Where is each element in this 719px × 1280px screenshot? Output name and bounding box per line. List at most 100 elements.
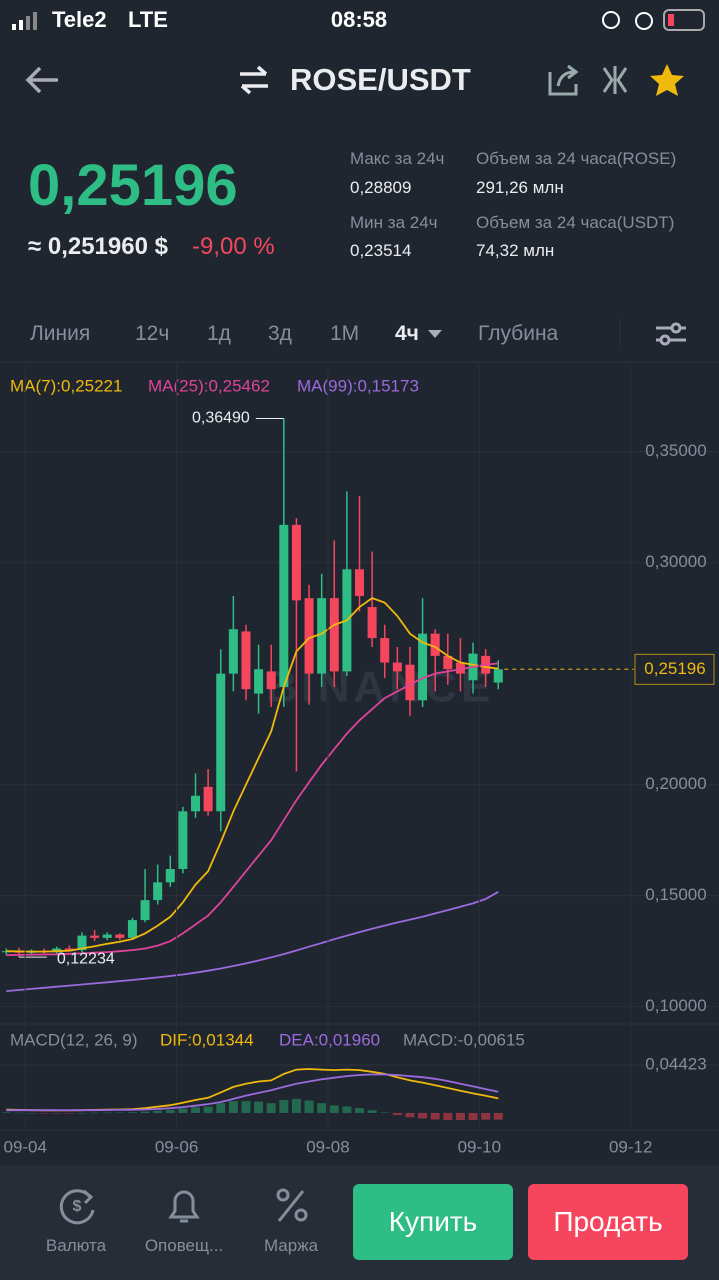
candle-body: [355, 569, 364, 596]
macd-bar: [203, 1106, 213, 1113]
last-price-box: [634, 653, 715, 685]
candle-body: [367, 607, 377, 639]
tab[interactable]: 3д: [268, 322, 292, 345]
ma-line: [6, 662, 499, 957]
status-icons-svg: [602, 9, 705, 31]
macd-bar: [115, 1112, 125, 1114]
tab[interactable]: 12ч: [135, 322, 170, 345]
macd-bar: [228, 1101, 238, 1113]
icon: [168, 1190, 200, 1223]
macd-bar: [493, 1112, 503, 1120]
header-icons[interactable]: [546, 62, 696, 107]
macd-bar: [153, 1110, 163, 1113]
macd-bar: [64, 1112, 74, 1114]
candle-body: [178, 811, 188, 870]
icon: $: [59, 1189, 95, 1225]
settings-icon[interactable]: [654, 320, 688, 353]
nav-label[interactable]: Оповещ...: [144, 1236, 224, 1255]
legend-entry: DEA:0,01960: [279, 1030, 380, 1049]
candle-body: [165, 869, 175, 883]
candle-body: [102, 934, 112, 938]
swap-icon[interactable]: [236, 64, 272, 101]
macd-bar: [418, 1112, 428, 1119]
tab[interactable]: 1д: [207, 322, 231, 345]
candle-body: [127, 920, 137, 938]
macd-bar: [27, 1112, 37, 1114]
stat-value: 0,28809: [350, 178, 412, 197]
macd-bar: [279, 1099, 289, 1113]
tab[interactable]: Линия: [30, 322, 91, 345]
candle-body: [380, 638, 390, 663]
macd-title: MACD(12, 26, 9): [10, 1030, 138, 1049]
y-tick-label: 0,04423: [645, 1054, 706, 1073]
candle-body: [153, 882, 163, 901]
candle-body: [329, 598, 339, 672]
macd-bar: [140, 1111, 150, 1113]
candle-body: [90, 935, 100, 938]
tab[interactable]: 1М: [330, 322, 360, 345]
tab-active[interactable]: 4ч: [395, 322, 419, 345]
macd-bar: [317, 1103, 327, 1113]
y-tick-label: 0,15000: [645, 885, 706, 904]
alert-icon[interactable]: [163, 1185, 205, 1232]
volume-label: Объем за 24 часа(ROSE): [476, 149, 677, 168]
nav-label[interactable]: Маржа: [263, 1236, 319, 1255]
last-price-label: 0,25196: [644, 659, 705, 678]
candle-body: [418, 633, 428, 701]
x-tick-label: 09-06: [155, 1137, 198, 1156]
volume-value: 291,26 млн: [476, 178, 564, 197]
candle-body: [493, 669, 503, 683]
nav-label[interactable]: Валюта: [45, 1236, 107, 1255]
macd-bar: [367, 1110, 377, 1113]
macd-bar: [329, 1105, 339, 1113]
y-tick-label: 0,35000: [645, 441, 706, 460]
legend-entry: MA(7):0,25221: [10, 376, 122, 395]
y-tick-label: 0,30000: [645, 552, 706, 571]
macd-bar: [1, 1112, 11, 1113]
legend-entry: MA(25):0,25462: [148, 376, 270, 395]
macd-line: [6, 1073, 499, 1112]
macd-bar: [468, 1112, 478, 1121]
settings-svg: [656, 322, 686, 346]
macd-bar: [77, 1112, 87, 1114]
svg-text:$: $: [73, 1198, 82, 1215]
volume-value: 74,32 млн: [476, 241, 555, 260]
status-icons: [600, 8, 712, 37]
carrier: Tele2: [52, 7, 107, 32]
legend-entry: MACD:-0,00615: [403, 1030, 525, 1049]
annotation: 0,36490: [192, 410, 250, 427]
macd-bar: [291, 1098, 301, 1113]
legend-entry: DIF:0,01344: [160, 1030, 254, 1049]
candle-body: [241, 631, 251, 690]
x-tick-label: 09-12: [609, 1137, 652, 1156]
stat-label: Макс за 24ч: [350, 149, 445, 168]
tab[interactable]: Глубина: [478, 322, 559, 345]
margin-icon[interactable]: [271, 1185, 313, 1232]
pair-title[interactable]: ROSE/USDT: [290, 62, 471, 97]
candle-body: [304, 598, 314, 674]
sell-button[interactable]: Продать: [528, 1184, 688, 1260]
buy-button[interactable]: Купить: [353, 1184, 513, 1260]
macd-bar: [14, 1112, 24, 1114]
macd-bar: [304, 1100, 314, 1113]
macd-bar: [90, 1112, 100, 1114]
macd-bar: [52, 1112, 62, 1114]
volume-label: Объем за 24 часа(USDT): [476, 213, 675, 232]
candle-body: [443, 655, 453, 670]
candle-body: [216, 673, 226, 812]
macd-bar: [241, 1101, 251, 1113]
macd-bar: [266, 1103, 276, 1113]
macd-bar: [443, 1112, 453, 1121]
macd-bar: [254, 1101, 264, 1113]
stat-value: 0,23514: [350, 241, 412, 260]
back-button[interactable]: [22, 62, 62, 103]
time: 08:58: [330, 7, 388, 32]
currency-icon[interactable]: $: [56, 1185, 98, 1232]
macd-bar: [342, 1106, 352, 1113]
header-icons-svg: [548, 64, 684, 96]
candle-body: [291, 524, 301, 601]
candle-body: [115, 934, 125, 938]
network: LTE: [128, 7, 168, 32]
candle-body: [392, 662, 402, 672]
